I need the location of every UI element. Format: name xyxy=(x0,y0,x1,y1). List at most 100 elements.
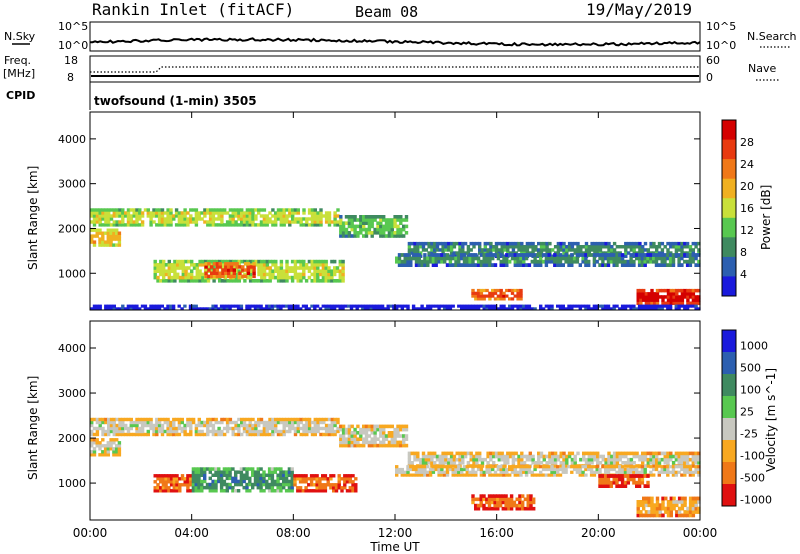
heatmap-cell xyxy=(222,482,227,487)
heatmap-cell xyxy=(694,500,698,504)
heatmap-cell xyxy=(680,288,685,293)
heatmap-cell xyxy=(231,429,235,434)
heatmap-cell xyxy=(351,480,355,484)
heatmap-cell xyxy=(570,256,574,261)
heatmap-cell xyxy=(675,288,679,293)
heatmap-cell xyxy=(362,431,366,435)
heatmap-cell xyxy=(402,440,406,445)
heatmap-cell xyxy=(177,426,182,431)
heatmap-cell xyxy=(438,248,442,252)
heatmap-cell xyxy=(537,241,541,246)
heatmap-cell xyxy=(606,304,611,308)
heatmap-cell xyxy=(655,500,660,504)
heatmap-cell xyxy=(364,427,369,432)
heatmap-cell xyxy=(324,432,329,437)
heatmap-cell xyxy=(257,211,261,215)
heatmap-cell xyxy=(299,432,303,437)
heatmap-cell xyxy=(615,259,619,264)
heatmap-cell xyxy=(610,461,614,465)
heatmap-cell xyxy=(674,473,678,477)
heatmap-cell xyxy=(115,223,119,227)
heatmap-cell xyxy=(567,241,572,246)
heatmap-cell xyxy=(652,241,656,246)
heatmap-cell xyxy=(534,461,538,465)
heatmap-cell xyxy=(447,248,451,252)
heatmap-cell xyxy=(384,424,389,429)
heatmap-cell xyxy=(680,461,684,465)
heatmap-cell xyxy=(345,489,350,493)
heatmap-cell xyxy=(661,496,665,501)
heatmap-cell xyxy=(253,476,258,481)
heatmap-cell xyxy=(677,295,682,299)
heatmap-cell xyxy=(447,451,451,456)
heatmap-cell xyxy=(211,467,215,471)
heatmap-cell xyxy=(666,470,670,474)
heatmap-cell xyxy=(350,234,354,238)
heatmap-cell xyxy=(465,256,469,261)
heatmap-cell xyxy=(506,248,510,252)
heatmap-cell xyxy=(189,426,193,431)
heatmap-cell xyxy=(649,465,653,469)
heatmap-cell xyxy=(576,248,580,252)
heatmap-cell xyxy=(537,461,541,465)
heatmap-cell xyxy=(321,279,326,283)
heatmap-cell xyxy=(124,417,128,422)
heatmap-cell xyxy=(461,241,465,246)
heatmap-cell xyxy=(146,208,150,212)
heatmap-cell xyxy=(245,426,250,431)
heatmap-cell xyxy=(191,476,196,481)
heatmap-cell xyxy=(524,473,529,477)
heatmap-cell xyxy=(239,467,244,471)
heatmap-cell xyxy=(362,218,366,222)
heatmap-cell xyxy=(293,420,298,425)
heatmap-cell xyxy=(612,307,616,311)
heatmap-cell xyxy=(618,253,622,257)
heatmap-cell xyxy=(161,483,166,487)
heatmap-cell xyxy=(448,465,453,469)
heatmap-cell xyxy=(217,432,221,437)
heatmap-cell xyxy=(166,429,170,434)
heatmap-cell xyxy=(658,288,662,293)
freq-panel xyxy=(89,55,701,83)
heatmap-cell xyxy=(482,297,486,301)
heatmap-cell xyxy=(615,451,620,456)
heatmap-cell xyxy=(626,477,630,482)
heatmap-cell xyxy=(341,263,345,267)
heatmap-cell xyxy=(661,506,665,511)
heatmap-cell xyxy=(492,248,496,252)
heatmap-cell xyxy=(536,473,540,477)
heatmap-cell xyxy=(253,479,258,484)
heatmap-cell xyxy=(441,461,445,465)
heatmap-cell xyxy=(329,486,333,490)
colorbar-swatch xyxy=(722,178,736,199)
heatmap-cell xyxy=(188,477,193,481)
heatmap-cell xyxy=(153,486,157,490)
heatmap-cell xyxy=(474,263,478,267)
heatmap-cell xyxy=(655,506,660,511)
heatmap-cell xyxy=(333,214,337,218)
heatmap-cell xyxy=(208,467,212,471)
heatmap-cell xyxy=(203,473,207,477)
heatmap-cell xyxy=(395,304,399,308)
velocity-heatmap xyxy=(90,417,701,518)
heatmap-cell xyxy=(553,470,557,474)
heatmap-cell xyxy=(476,307,481,311)
heatmap-cell xyxy=(231,432,235,437)
heatmap-cell xyxy=(121,220,125,224)
heatmap-cell xyxy=(223,432,227,437)
heatmap-cell xyxy=(596,461,600,465)
heatmap-cell xyxy=(90,432,94,437)
heatmap-cell xyxy=(115,444,119,448)
heatmap-cell xyxy=(396,443,400,448)
heatmap-cell xyxy=(307,266,312,270)
heatmap-cell xyxy=(589,467,594,472)
heatmap-cell xyxy=(178,259,183,264)
heatmap-cell xyxy=(293,275,298,280)
heatmap-cell xyxy=(155,223,159,227)
heatmap-cell xyxy=(237,211,241,215)
heatmap-cell xyxy=(448,256,453,261)
heatmap-cell xyxy=(118,220,122,224)
heatmap-cell xyxy=(644,500,649,504)
heatmap-cell xyxy=(287,304,292,308)
heatmap-cell xyxy=(530,470,534,474)
